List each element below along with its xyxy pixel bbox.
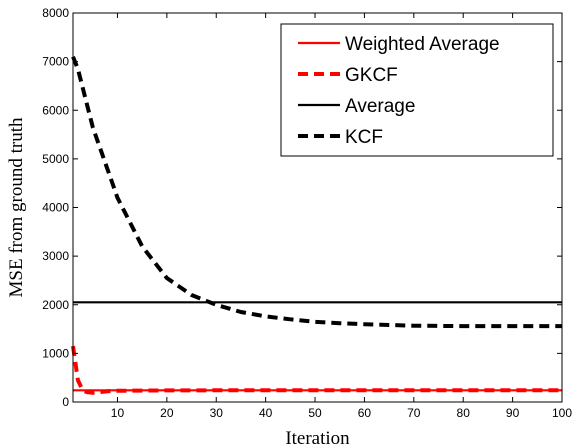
y-axis-label: MSE from ground truth — [6, 117, 27, 297]
y-tick-label: 2000 — [42, 298, 69, 312]
x-tick-label: 30 — [210, 406, 224, 420]
x-tick-label: 100 — [552, 406, 572, 420]
y-tick-label: 5000 — [42, 152, 69, 166]
x-tick-label: 60 — [358, 406, 372, 420]
legend-label: Weighted Average — [345, 34, 500, 55]
x-tick-label: 40 — [259, 406, 273, 420]
series-layer — [71, 56, 562, 395]
x-tick-label: 80 — [457, 406, 471, 420]
y-tick-label: 8000 — [42, 6, 69, 20]
y-tick-label: 3000 — [42, 249, 69, 263]
y-tick-label: 0 — [62, 395, 69, 409]
legend: Weighted Average GKCF Average KCF — [280, 23, 554, 157]
x-axis-label: Iteration — [285, 428, 350, 448]
x-tick-label: 10 — [111, 406, 125, 420]
y-tick-label: 1000 — [42, 346, 69, 360]
ticks-layer: 10 20 30 40 50 60 70 80 90 1000100020003000400050… — [42, 6, 572, 420]
y-tick-label: 7000 — [42, 55, 69, 69]
legend-box — [280, 23, 554, 157]
x-tick-label: 90 — [506, 406, 520, 420]
legend-label: KCF — [345, 127, 383, 148]
x-tick-label: 20 — [160, 406, 174, 420]
legend-label: Average — [345, 96, 415, 117]
x-tick-label: 50 — [308, 406, 322, 420]
y-tick-label: 4000 — [42, 201, 69, 215]
x-tick-label: 70 — [407, 406, 421, 420]
series-line-kcf — [71, 56, 562, 329]
legend-label: GKCF — [345, 65, 398, 86]
series-line-gkcf — [71, 345, 562, 395]
y-tick-label: 6000 — [42, 103, 69, 117]
